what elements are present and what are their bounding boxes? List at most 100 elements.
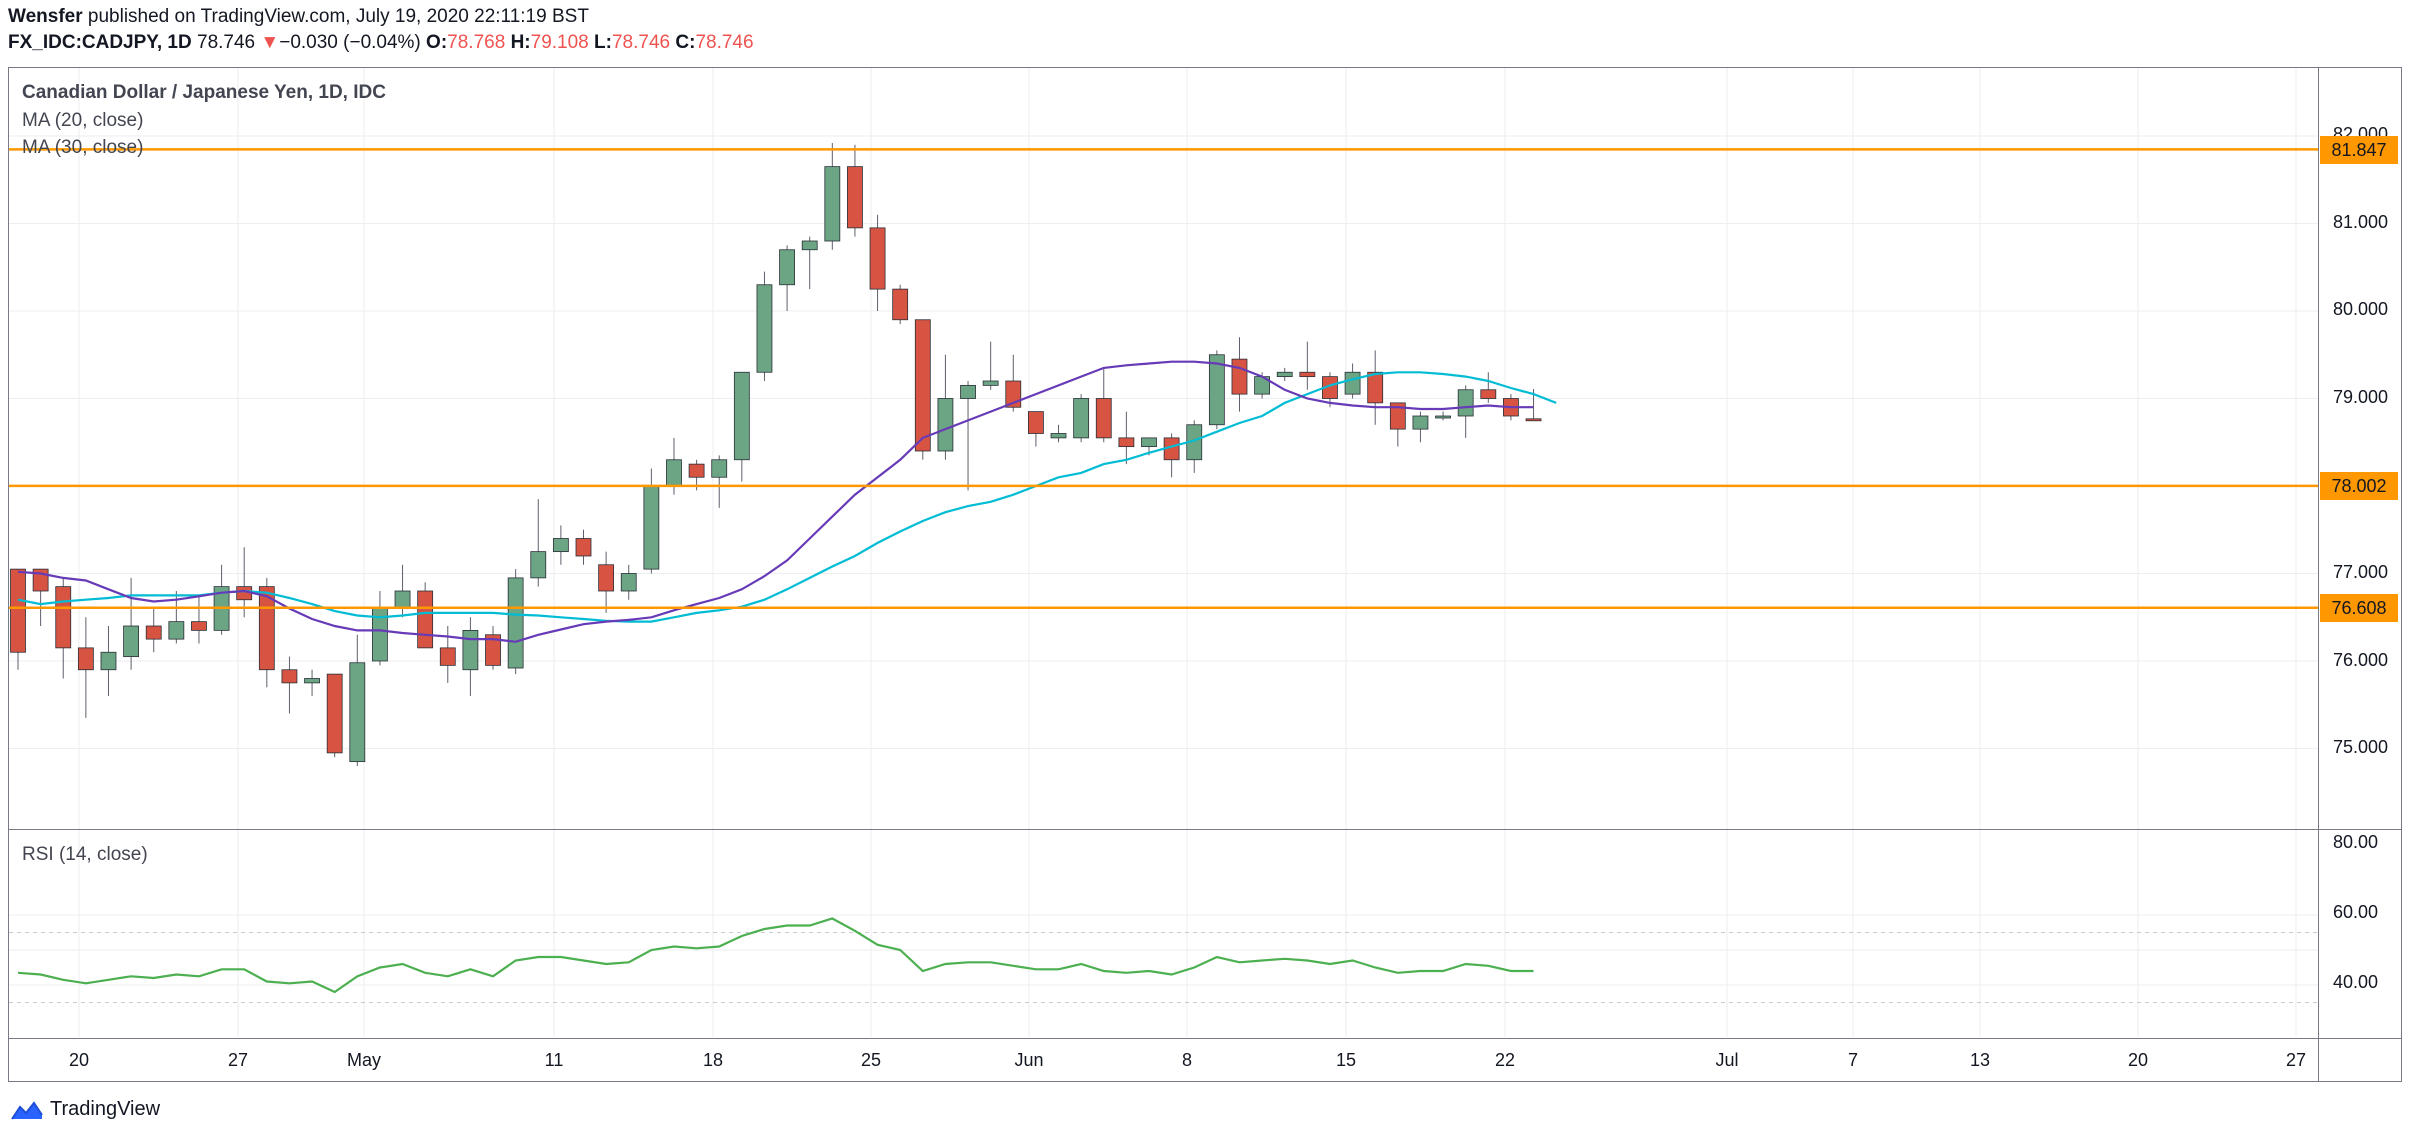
candle-body — [711, 459, 728, 478]
candle-body — [575, 538, 592, 557]
time-axis-label: 7 — [1847, 1050, 1859, 1070]
candle-body — [394, 590, 411, 609]
level-badge-76608[interactable]: 76.608 — [2320, 594, 2398, 622]
ma30-legend[interactable]: MA (30, close) — [22, 137, 144, 158]
candle-body — [168, 621, 185, 640]
high-label: H: — [510, 32, 531, 53]
candle-body — [304, 678, 320, 684]
author-name[interactable]: Wensfer — [8, 6, 83, 27]
candle-body — [1299, 371, 1316, 378]
published-text: published on TradingView.com, July 19, 2… — [87, 6, 589, 27]
price-axis-label: 79.000 — [2333, 387, 2389, 407]
symbol-label[interactable]: FX_IDC:CADJPY, 1D — [8, 32, 192, 53]
price-axis-label: 77.000 — [2333, 562, 2389, 582]
candle-body — [145, 625, 162, 640]
candle-body — [847, 166, 863, 229]
price-axis-label: 76.000 — [2333, 650, 2389, 670]
candle-body — [349, 662, 366, 763]
candle-body — [462, 629, 479, 671]
chart-frame[interactable] — [8, 67, 2402, 1082]
candle-body — [1028, 411, 1044, 434]
rsi-axis-label: 80.00 — [2333, 832, 2379, 852]
candle-body — [733, 371, 750, 461]
candle-body — [982, 380, 999, 386]
close-value: 78.746 — [695, 32, 754, 53]
tradingview-brand: TradingView — [50, 1098, 161, 1120]
time-axis-label: Jul — [1715, 1050, 1739, 1070]
time-axis-label: 20 — [2127, 1050, 2149, 1070]
time-axis-label: 15 — [1335, 1050, 1357, 1070]
level-badge-78002[interactable]: 78.002 — [2320, 472, 2398, 500]
candle-body — [1480, 389, 1497, 399]
candle-body — [1412, 415, 1429, 430]
ma20-legend[interactable]: MA (20, close) — [22, 110, 144, 131]
time-axis-label: 13 — [1969, 1050, 1991, 1070]
candle-body — [869, 227, 886, 290]
price-axis-divider — [2318, 67, 2319, 1082]
price-axis-label: 75.000 — [2333, 737, 2389, 757]
time-axis-label: 25 — [860, 1050, 882, 1070]
candle-body — [326, 673, 343, 754]
tradingview-logo-icon — [11, 1100, 43, 1120]
candle-body — [485, 634, 501, 666]
candle-body — [439, 647, 456, 666]
time-axis-label: 8 — [1181, 1050, 1193, 1070]
candle-body — [892, 288, 909, 321]
down-arrow-icon: ▼ — [260, 32, 280, 53]
candle-body — [620, 573, 637, 592]
candle-body — [552, 538, 569, 553]
open-label: O: — [426, 32, 448, 53]
candle-body — [55, 586, 72, 649]
ma30-line — [17, 371, 1557, 623]
candle-body — [1050, 433, 1067, 439]
pane-divider[interactable] — [9, 829, 2402, 830]
rsi-axis-label: 40.00 — [2333, 972, 2379, 992]
price-axis-label: 81.000 — [2333, 212, 2389, 232]
last-price: 78.746 — [197, 32, 256, 53]
candle-body — [666, 459, 682, 487]
candle-body — [643, 485, 660, 570]
time-axis-label: Jun — [1014, 1050, 1044, 1070]
publish-info: Wensfer published on TradingView.com, Ju… — [8, 6, 589, 28]
price-axis-label: 80.000 — [2333, 299, 2389, 319]
candle-body — [1231, 358, 1248, 395]
price-change: −0.030 (−0.04%) — [279, 32, 421, 53]
candle-body — [756, 284, 773, 373]
candle-body — [937, 398, 954, 452]
low-value: 78.746 — [611, 32, 671, 53]
close-label: C: — [675, 32, 696, 53]
candle-body — [417, 590, 434, 649]
candle-body — [1141, 437, 1157, 448]
candle-body — [281, 669, 298, 684]
time-axis-divider — [9, 1038, 2402, 1039]
candle-body — [1073, 398, 1090, 439]
candle-body — [191, 621, 207, 631]
candle-body — [824, 166, 841, 242]
candle-body — [914, 319, 931, 452]
time-axis-label: 22 — [1494, 1050, 1516, 1070]
candle-body — [1344, 371, 1361, 395]
candle-body — [779, 249, 795, 286]
high-value: 79.108 — [530, 32, 589, 53]
symbol-info: FX_IDC:CADJPY, 1D 78.746 ▼−0.030 (−0.04%… — [8, 32, 754, 54]
time-axis-label: 27 — [227, 1050, 249, 1070]
candle-body — [598, 564, 615, 592]
candle-body — [1208, 354, 1225, 426]
chart-title: Canadian Dollar / Japanese Yen, 1D, IDC — [22, 82, 386, 103]
candle-body — [10, 568, 26, 653]
rsi-legend[interactable]: RSI (14, close) — [22, 844, 148, 865]
candle-body — [1457, 389, 1474, 417]
time-axis-label: 11 — [544, 1050, 564, 1070]
candle-body — [530, 551, 547, 579]
rsi-axis-label: 60.00 — [2333, 902, 2379, 922]
time-axis-label: May — [346, 1050, 382, 1070]
candle-body — [960, 384, 976, 399]
low-label: L: — [594, 32, 612, 53]
rsi-line — [17, 917, 1534, 994]
candle-body — [1435, 415, 1451, 419]
time-axis-label: 20 — [68, 1050, 90, 1070]
tradingview-footer[interactable]: TradingView — [10, 1098, 160, 1121]
level-badge-81847[interactable]: 81.847 — [2320, 136, 2398, 164]
candle-body — [1276, 371, 1293, 378]
